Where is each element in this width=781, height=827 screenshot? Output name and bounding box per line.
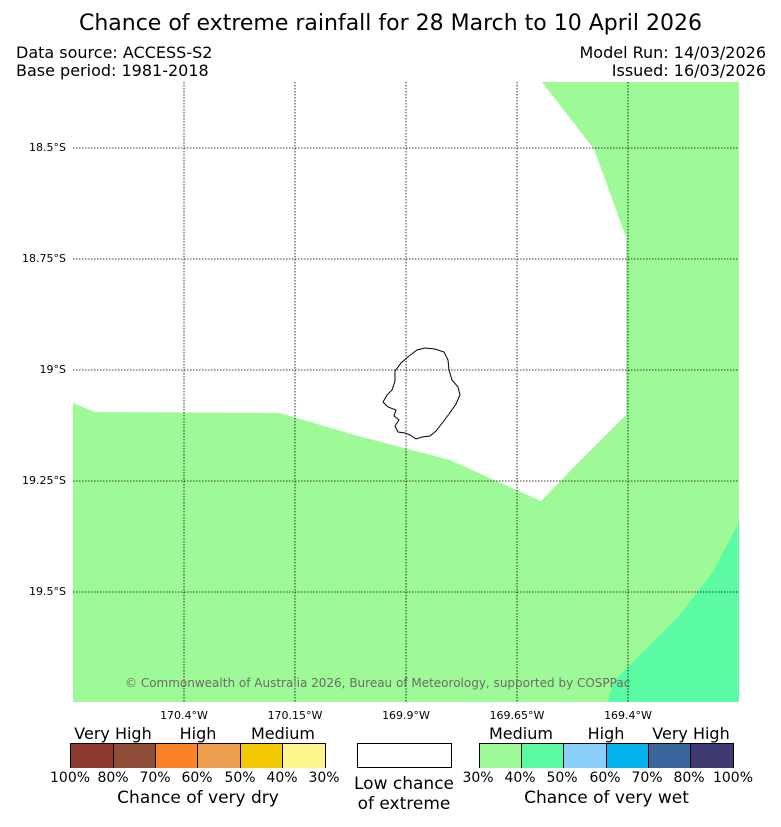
lat-label: 18.5°S [29,141,66,154]
dry-pct-label: 40% [266,770,298,786]
dry-pct-label: 80% [97,770,129,786]
wet-category-high: High [587,724,625,743]
dry-swatch [114,744,156,768]
wet-pct-label: 30% [462,770,494,786]
wet-category-very-high: Very High [652,724,730,743]
wet-pct-label: 70% [631,770,663,786]
wet-pct-label: 60% [589,770,621,786]
lon-label: 169.65°W [489,709,545,722]
lon-label: 170.15°W [267,709,323,722]
lat-label: 19°S [39,363,66,376]
dry-pct-label: 100% [50,770,91,786]
wet-category-medium: Medium [489,724,553,743]
model-run-label: Model Run: 14/03/2026 [579,43,767,62]
dry-swatch [241,744,283,768]
moderate-wet-region-southeast [608,522,739,702]
lon-label: 170.4°W [160,709,208,722]
wet-swatch [607,744,649,768]
dry-colorbar [70,743,326,768]
dry-category-medium: Medium [251,724,315,743]
wet-swatch [480,744,522,768]
dry-swatch [283,744,325,768]
low-chance-caption-line2: of extreme [357,794,451,814]
dry-caption: Chance of very dry [117,788,279,808]
dry-pct-label: 50% [224,770,256,786]
wet-pct-label: 40% [504,770,536,786]
wet-colorbar [479,743,734,768]
wet-pct-label: 80% [673,770,705,786]
lon-label: 169.9°W [382,709,430,722]
data-source-label: Data source: ACCESS-S2 [16,43,213,62]
forecast-map [73,82,739,702]
page-title: Chance of extreme rainfall for 28 March … [78,11,703,36]
dry-category-very-high: Very High [74,724,152,743]
lat-label: 18.75°S [22,252,66,265]
medium-wet-region-south [73,82,739,702]
lat-label: 19.25°S [22,474,66,487]
low-chance-caption-line1: Low chance [354,774,454,794]
island-coastline [382,347,461,440]
medium-wet-region-northeast [542,82,626,237]
base-period-label: Base period: 1981-2018 [16,61,209,80]
issued-label: Issued: 16/03/2026 [611,61,766,80]
wet-pct-label: 100% [712,770,754,786]
wet-swatch [649,744,691,768]
wet-caption: Chance of very wet [524,788,689,808]
dry-category-high: High [179,724,217,743]
lat-label: 19.5°S [29,585,66,598]
wet-pct-label: 50% [546,770,578,786]
dry-swatch [198,744,241,768]
wet-swatch [564,744,607,768]
dry-pct-label: 70% [139,770,171,786]
dry-pct-label: 60% [181,770,213,786]
lon-label: 169.4°W [604,709,652,722]
dry-swatch [71,744,114,768]
low-chance-swatch [357,743,452,768]
copyright-notice: © Commonwealth of Australia 2026, Bureau… [125,676,631,690]
graticule [73,82,739,702]
wet-swatch [691,744,733,768]
dry-pct-label: 30% [308,770,340,786]
wet-swatch [522,744,564,768]
dry-swatch [156,744,198,768]
